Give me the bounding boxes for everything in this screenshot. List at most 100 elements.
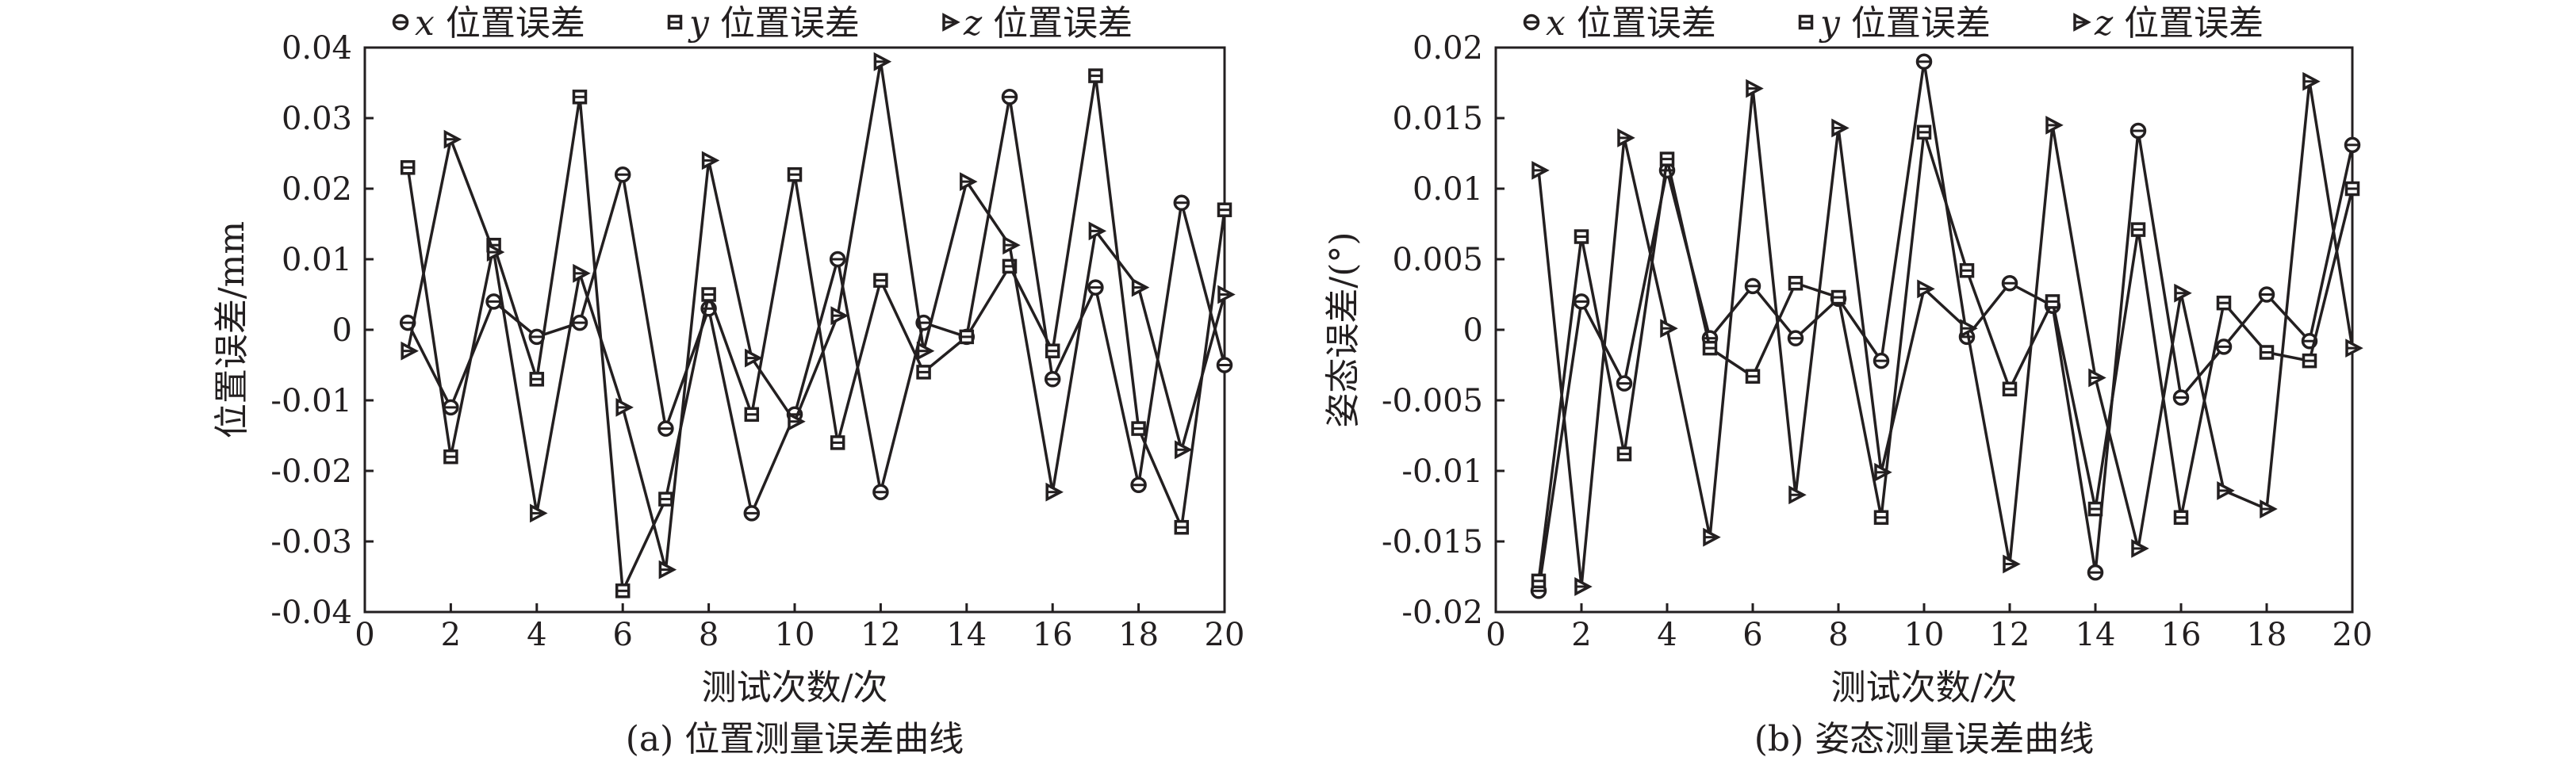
data-point-z	[1217, 285, 1236, 304]
data-point-x	[1087, 279, 1104, 296]
series-line-y	[1537, 132, 2354, 582]
data-point-x	[1173, 194, 1190, 212]
data-point-y	[2002, 381, 2018, 397]
legend: x 位置误差 y 位置误差 z 位置误差	[392, 3, 1133, 44]
x-tick-label: 12	[861, 617, 901, 653]
data-point-y	[2173, 510, 2189, 525]
panel-caption: (b) 姿态测量误差曲线	[1754, 719, 2094, 759]
y-tick-label: -0.01	[270, 383, 352, 419]
x-tick-label: 20	[2333, 617, 2373, 653]
x-tick-label: 8	[699, 617, 719, 653]
y-tick-label: 0.005	[1392, 242, 1483, 278]
series-x-attitude	[1530, 53, 2361, 599]
legend-marker-z	[2073, 13, 2091, 32]
series-line-y	[406, 75, 1226, 596]
y-tick-label: -0.04	[270, 595, 352, 631]
data-point-y	[830, 435, 845, 450]
data-point-y	[2344, 181, 2360, 197]
data-point-z	[1531, 160, 1550, 180]
data-point-x	[1001, 89, 1018, 105]
data-point-x	[614, 166, 631, 183]
data-point-x	[743, 505, 761, 522]
data-point-y	[1702, 340, 1718, 356]
data-point-z	[701, 151, 720, 170]
y-tick-label: 0.03	[282, 101, 352, 137]
data-point-x	[872, 484, 889, 500]
series-z-position	[401, 52, 1236, 579]
series-line-z	[1537, 81, 2354, 587]
data-point-y	[443, 449, 458, 465]
data-point-z	[1831, 118, 1850, 138]
legend: x 位置误差 y 位置误差 z 位置误差	[1523, 3, 2264, 44]
data-point-z	[2003, 554, 2021, 574]
data-point-x	[1787, 330, 1804, 346]
legend-marker-y	[1798, 14, 1814, 30]
data-point-x	[2129, 122, 2147, 140]
attitude-error-chart: 0 2 4 6 8 10 12 14 16 18 20 -0.02 -0.015 -0.01 -0.005 0…	[1323, 3, 2372, 759]
y-tick-label: 0.01	[282, 242, 352, 278]
legend-item-x: x 位置误差	[1523, 3, 1716, 44]
data-point-x	[1044, 371, 1061, 388]
x-tick-label: 6	[612, 617, 632, 653]
data-point-x	[1616, 375, 1633, 392]
y-tick-label: -0.03	[270, 524, 352, 560]
data-point-x	[1873, 352, 1890, 369]
data-point-z	[2302, 71, 2321, 91]
data-point-z	[830, 306, 849, 326]
data-point-y	[529, 372, 545, 387]
data-point-y	[1131, 421, 1146, 436]
x-tick-label: 10	[775, 617, 815, 653]
data-point-x	[829, 251, 846, 268]
legend-label: z 位置误差	[963, 3, 1133, 44]
data-point-z	[960, 172, 978, 192]
data-point-y	[2130, 222, 2146, 237]
data-point-z	[873, 52, 892, 71]
plot-frame	[363, 46, 1226, 614]
y-tick-label: -0.005	[1382, 383, 1483, 419]
y-tick-label: -0.02	[270, 453, 352, 490]
data-point-y	[1088, 68, 1103, 83]
x-tick-label: 6	[1742, 617, 1762, 653]
data-point-y	[787, 166, 803, 182]
data-point-z	[2045, 115, 2064, 135]
data-point-z	[615, 397, 634, 417]
data-point-z	[788, 411, 806, 431]
data-point-x	[1130, 476, 1147, 494]
data-point-x	[571, 314, 588, 331]
data-point-z	[2260, 499, 2278, 518]
data-point-x	[1915, 53, 1933, 71]
data-point-y	[572, 90, 588, 105]
legend-label: x 位置误差	[1546, 3, 1716, 44]
x-tick-label: 4	[1657, 617, 1677, 653]
legend-item-y: y 位置误差	[667, 3, 860, 44]
data-point-x	[1216, 357, 1233, 373]
data-point-y	[1616, 446, 1632, 461]
panel-caption: (a) 位置测量误差曲线	[626, 719, 964, 759]
data-point-x	[2258, 286, 2275, 303]
data-point-y	[701, 287, 716, 302]
data-point-z	[2217, 481, 2235, 500]
data-point-z	[2088, 368, 2106, 388]
data-point-y	[1045, 343, 1060, 358]
data-point-x	[528, 328, 546, 346]
data-point-z	[1746, 78, 1764, 98]
data-point-z	[401, 341, 419, 361]
data-point-z	[573, 263, 591, 283]
data-point-z	[2345, 339, 2363, 358]
x-axis-label: 测试次数/次	[1831, 667, 2018, 708]
data-point-x	[2087, 564, 2104, 581]
data-point-z	[658, 560, 677, 579]
data-point-z	[1660, 319, 1678, 339]
data-point-y	[2045, 294, 2060, 309]
data-point-z	[1617, 128, 1635, 147]
x-tick-label: 10	[1904, 617, 1945, 653]
data-point-x	[2215, 339, 2233, 355]
legend-marker-x	[1523, 13, 1540, 31]
y-tick-label: -0.02	[1401, 595, 1483, 631]
y-tick-label: 0.01	[1413, 171, 1483, 208]
legend-marker-y	[667, 14, 683, 30]
data-point-z	[2174, 283, 2192, 303]
x-tick-label: 20	[1205, 617, 1245, 653]
data-point-x	[443, 399, 459, 416]
